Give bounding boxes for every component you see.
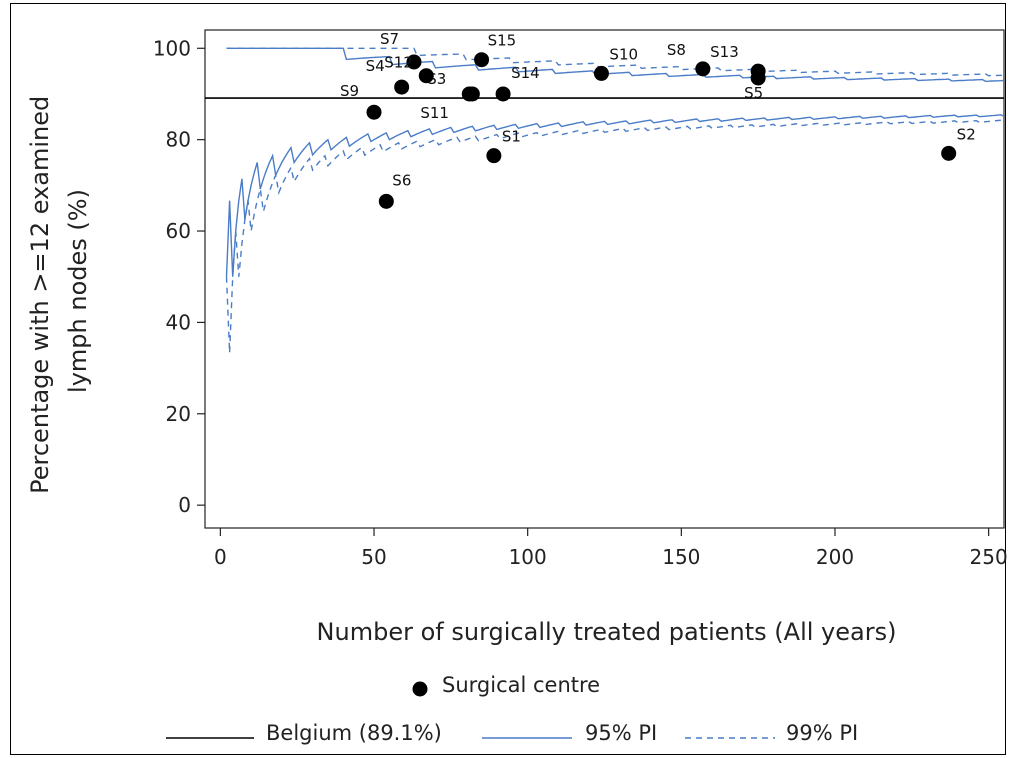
centre-label-s14: S14 [511,64,540,82]
x-tick-label: 100 [509,545,547,569]
y-axis-title-line-2: lymph nodes (%) [64,189,92,393]
plot-frame [204,29,1005,529]
pi99-lower-line [225,119,1004,353]
centre-point-s15 [474,52,490,68]
centre-point-s8 [695,61,711,77]
pi95-upper-line [226,47,1004,83]
centre-point-s4 [394,79,410,95]
x-tick-label: 150 [662,545,700,569]
axes: 0 50 100 150 200 250 0 20 40 60 80 100 [153,36,1008,569]
legend-centre-marker [412,681,428,697]
legend-pi99-label: 99% PI [786,721,858,745]
pi95-lower-line [225,114,1004,277]
centre-point-s11 [464,86,480,102]
centre-label-s2: S2 [957,125,976,143]
centre-label-s11: S11 [420,104,449,122]
y-axis-title: Percentage with >=12 examined lymph node… [26,88,92,494]
centre-label-s5: S5 [744,84,763,102]
y-tick-label: 20 [166,402,191,426]
prediction-limit-lines [225,47,1004,353]
centre-label-s6: S6 [392,171,411,189]
y-tick-label: 100 [153,36,191,60]
centre-label-s13: S13 [710,43,739,61]
legend-pi95-label: 95% PI [585,721,657,745]
centre-label-s1: S1 [502,128,521,146]
centre-label-s7: S7 [380,30,399,48]
centre-point-s10 [593,65,609,81]
x-tick-label: 200 [816,545,854,569]
y-axis-title-line-1: Percentage with >=12 examined [26,96,54,494]
centre-label-s8: S8 [667,41,686,59]
legend-centre-label: Surgical centre [442,673,600,697]
y-tick-label: 60 [166,219,191,243]
centre-point-s6 [378,193,394,209]
centre-label-s10: S10 [609,45,638,63]
centre-point-s7 [406,54,422,70]
x-tick-label: 250 [970,545,1008,569]
centre-point-s1 [486,148,502,164]
legend: Surgical centre Belgium (89.1%) 95% PI 9… [166,673,858,745]
x-tick-label: 0 [214,545,227,569]
centre-point-s14 [495,86,511,102]
x-axis-title: Number of surgically treated patients (A… [317,618,897,646]
centre-label-s12: S12 [384,54,413,72]
x-tick-label: 50 [361,545,386,569]
centre-point-s13 [750,63,766,79]
y-tick-label: 40 [166,310,191,334]
centre-label-s15: S15 [488,32,517,50]
centre-label-s4: S4 [366,57,385,75]
pi99-upper-line [226,47,1004,77]
centre-point-s12 [418,68,434,84]
plot-area [204,29,1005,529]
y-tick-label: 80 [166,128,191,152]
centre-point-s9 [366,104,382,120]
chart-frame [10,3,1006,755]
y-tick-label: 0 [178,493,191,517]
centre-label-s9: S9 [340,82,359,100]
centre-point-s2 [941,145,957,161]
legend-belgium-label: Belgium (89.1%) [266,721,442,745]
